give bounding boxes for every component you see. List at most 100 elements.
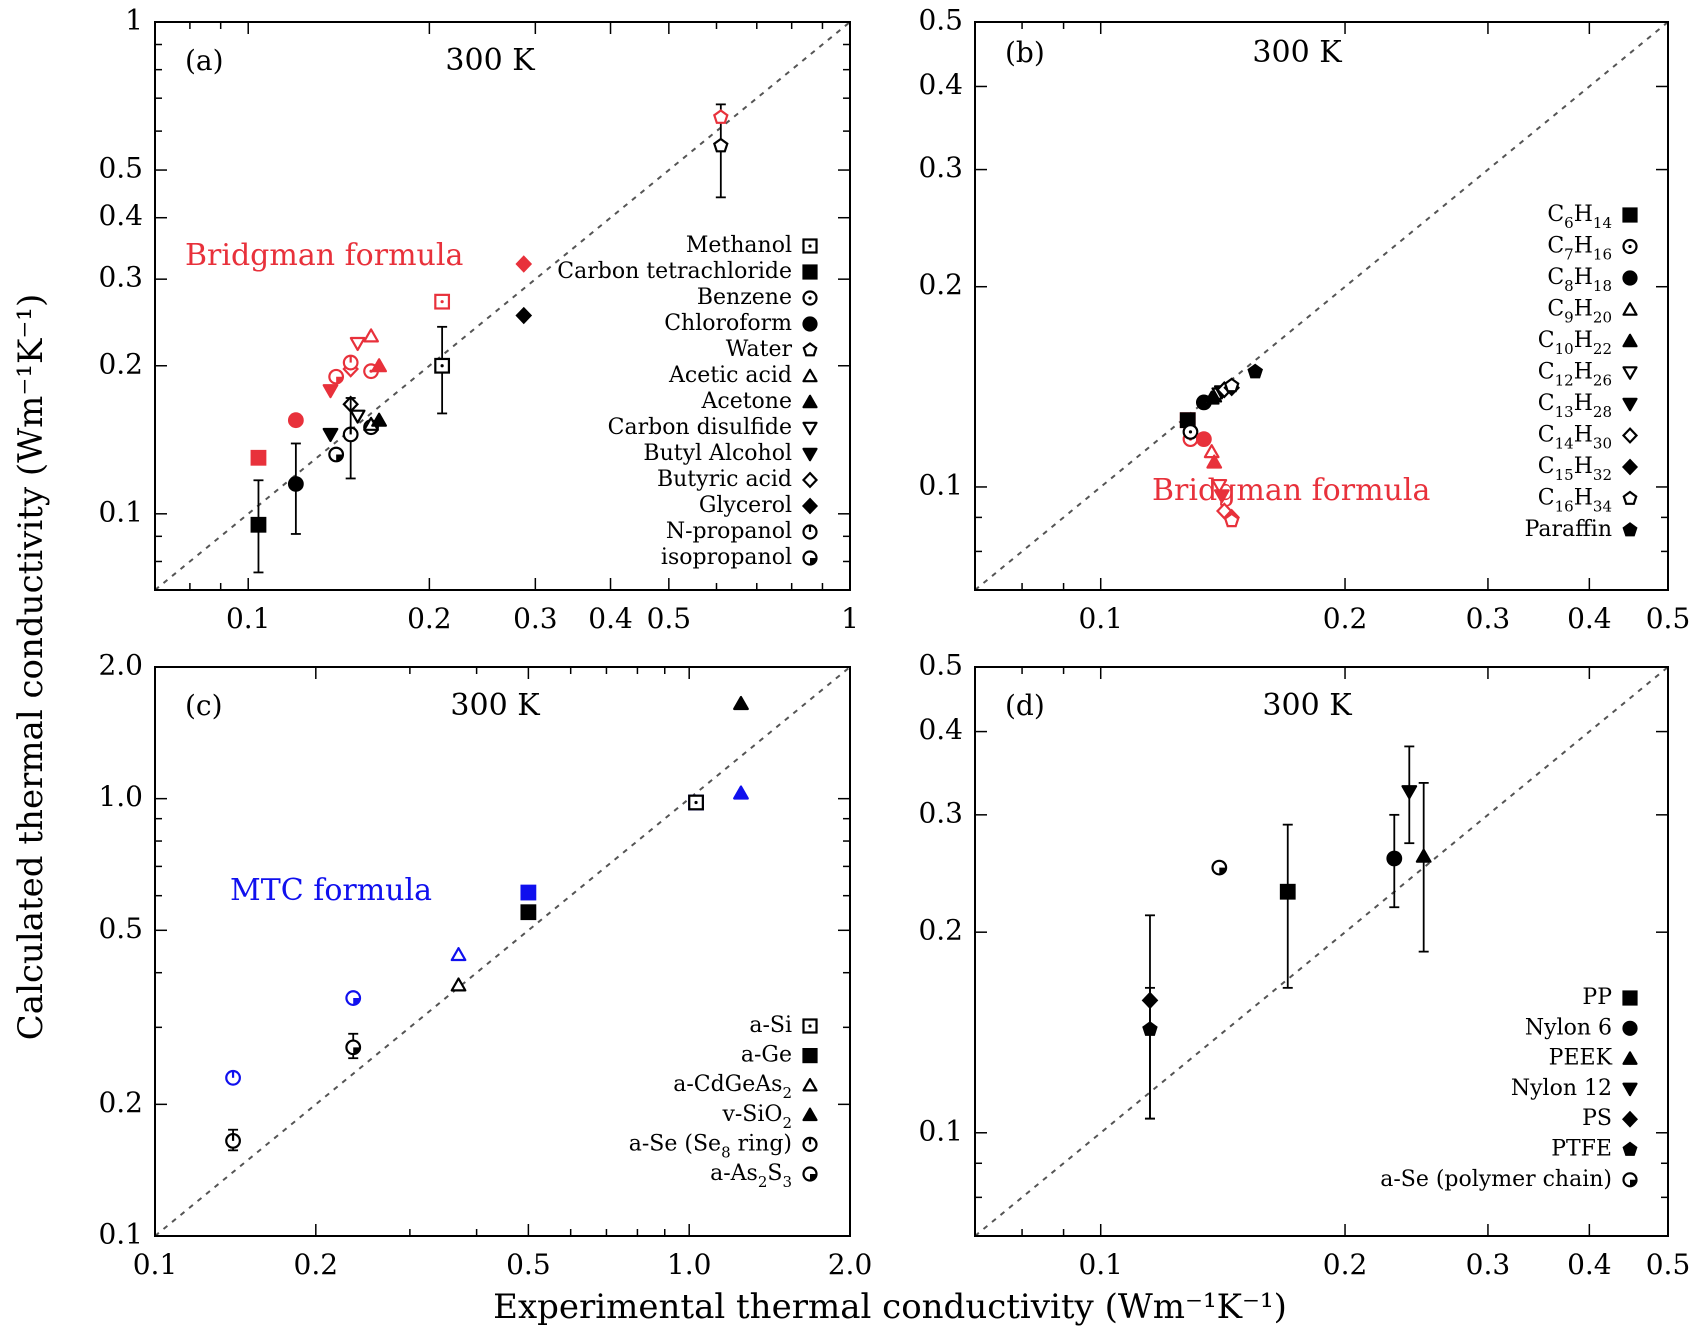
data-layer <box>1141 745 1432 1120</box>
legend-label: a-Se (polymer chain) <box>1380 1167 1612 1192</box>
temperature-label: 300 K <box>1262 688 1352 723</box>
y-tick-label: 1 <box>125 4 143 37</box>
legend-label: PTFE <box>1551 1137 1612 1162</box>
plot-frame <box>154 21 851 591</box>
error-bar <box>1418 781 1429 953</box>
legend-label: N-propanol <box>666 519 792 544</box>
data-point-calculated <box>733 695 749 711</box>
legend-label: PEEK <box>1549 1046 1613 1071</box>
legend-label: Nylon 12 <box>1511 1076 1612 1101</box>
temperature-label: 300 K <box>450 688 540 723</box>
legend-marker <box>1622 238 1638 255</box>
legend-marker <box>802 447 818 462</box>
y-tick-label: 0.2 <box>98 1086 143 1119</box>
y-tick-label: 2.0 <box>98 649 143 682</box>
plot-frame <box>974 666 1669 1237</box>
data-point-calculated <box>1142 1021 1158 1036</box>
legend-marker <box>802 1166 818 1182</box>
legend-marker <box>802 1136 818 1153</box>
data-point-calculated <box>450 977 467 992</box>
y-tick-label: 0.2 <box>98 347 143 380</box>
legend-marker <box>802 1047 818 1064</box>
legend-marker <box>802 368 818 383</box>
data-point-calculated <box>713 137 729 153</box>
x-tick-label: 0.3 <box>513 602 558 635</box>
data-point-bridgman <box>434 293 451 310</box>
legend-label: C13H28 <box>1538 391 1612 421</box>
legend-label: C7H16 <box>1547 234 1612 264</box>
legend-marker <box>1622 1051 1638 1065</box>
y-tick-label: 0.3 <box>98 261 143 294</box>
y-tick-label: 0.4 <box>918 713 963 746</box>
data-point-bridgman <box>1211 478 1228 494</box>
legend-marker <box>801 471 819 489</box>
legend-marker <box>802 524 818 540</box>
y-tick-label: 0.1 <box>98 1218 143 1251</box>
data-point-mtc <box>733 785 749 800</box>
panel-c: 0.1 0.2 0.5 1.0 2.0 0.1 0.2 0.5 1.0 2.0 (c) 300 K MT… <box>98 649 872 1282</box>
y-tick-label: 0.3 <box>918 151 963 184</box>
legend-label: C10H22 <box>1538 328 1612 358</box>
legend-label: isopropanol <box>661 545 792 570</box>
data-point-calculated <box>1247 363 1263 379</box>
x-tick-label: 2.0 <box>828 1248 873 1281</box>
data-layer <box>1179 363 1263 528</box>
legend-marker <box>1622 1172 1638 1188</box>
legend-label: PS <box>1582 1106 1612 1131</box>
data-point-calculated <box>1223 377 1240 393</box>
data-point-calculated <box>328 446 345 463</box>
legend-label: C8H18 <box>1547 265 1612 295</box>
data-point-bridgman <box>349 336 366 352</box>
legend-label: C9H20 <box>1547 297 1612 327</box>
data-point-calculated <box>1279 883 1296 900</box>
data-point-bridgman <box>363 328 379 343</box>
x-tick-label: 0.5 <box>506 1248 551 1281</box>
panel-a: 0.1 0.2 0.3 0.4 0.5 1 0.1 0.2 0.3 0.4 0.5 1 (a) 300 K… <box>98 4 858 636</box>
x-tick-label: 0.3 <box>1466 602 1511 635</box>
legend-marker <box>1622 490 1638 505</box>
panel-b: 0.1 0.2 0.3 0.4 0.5 0.1 0.2 0.3 0.4 0.5 (b) 300 K Br… <box>918 4 1690 636</box>
legend-label: Carbon tetrachloride <box>557 259 792 284</box>
legend-label: C6H14 <box>1547 202 1612 232</box>
x-axis-title: Experimental thermal conductivity (Wm⁻¹K… <box>493 1287 1287 1327</box>
data-layer <box>250 103 729 574</box>
legend-marker <box>802 421 818 436</box>
x-tick-label: 0.5 <box>647 602 692 635</box>
legend-label: Glycerol <box>699 493 792 518</box>
data-point-bridgman <box>1206 454 1223 469</box>
y-tick-label: 0.5 <box>98 912 143 945</box>
formula-annotation: MTC formula <box>230 873 432 908</box>
y-tick-label: 0.1 <box>918 468 963 501</box>
legend-label: Butyric acid <box>657 467 792 492</box>
data-point-bridgman <box>371 358 387 373</box>
data-point-calculated <box>434 357 451 374</box>
legend-marker <box>1621 458 1639 476</box>
data-point-calculated <box>342 426 359 443</box>
parity-line <box>155 667 850 1236</box>
x-tick-label: 0.1 <box>133 1248 178 1281</box>
error-bar <box>1282 823 1293 989</box>
legend-marker <box>802 290 818 306</box>
x-tick-label: 0.3 <box>1466 1248 1511 1281</box>
legend-label: C14H30 <box>1538 423 1612 453</box>
panel-label: (c) <box>185 689 223 722</box>
y-tick-label: 0.1 <box>918 1114 963 1147</box>
x-tick-label: 0.4 <box>588 602 633 635</box>
y-axis-title: Calculated thermal conductivity (Wm⁻¹K⁻¹… <box>11 294 51 1040</box>
legend-marker <box>802 238 818 254</box>
data-point-bridgman <box>328 368 345 385</box>
temperature-label: 300 K <box>445 43 535 78</box>
legend-marker <box>802 1018 818 1034</box>
data-point-bridgman <box>342 354 359 371</box>
legend-label: v-SiO2 <box>721 1102 792 1132</box>
x-tick-label: 0.5 <box>1646 602 1691 635</box>
legend-marker <box>1622 990 1638 1006</box>
legend-marker <box>1622 333 1638 348</box>
legend-label: Carbon disulfide <box>608 415 792 440</box>
data-point-calculated <box>345 1039 362 1056</box>
data-point-calculated <box>1415 848 1432 863</box>
legend-label: Water <box>726 337 793 362</box>
legend-label: a-CdGeAs2 <box>673 1072 792 1102</box>
data-point-bridgman <box>713 109 729 124</box>
data-point-calculated <box>287 476 304 492</box>
